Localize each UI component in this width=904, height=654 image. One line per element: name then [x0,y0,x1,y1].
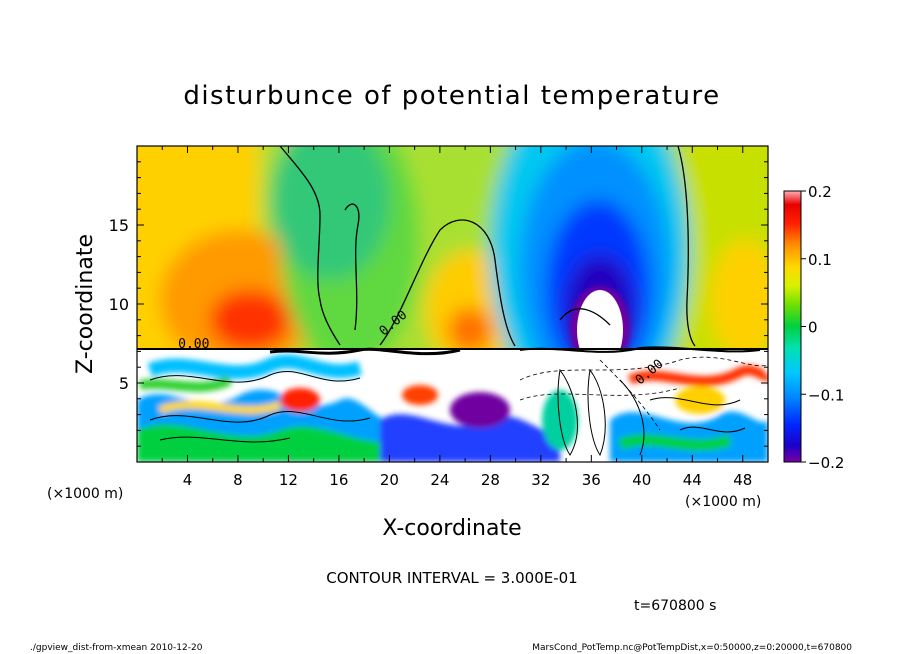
y-tick-label: 5 [119,374,129,393]
colorbar: 0.2 0.1 0 −0.1 −0.2 [783,183,844,472]
colorbar-tick-label: 0.1 [808,251,832,269]
contour-interval-text: CONTOUR INTERVAL = 3.000E-01 [326,569,577,587]
heatmap-field [137,146,768,462]
colorbar-ticks: 0.2 0.1 0 −0.1 −0.2 [801,183,844,472]
x-axis: 4 8 12 16 20 24 28 32 36 40 44 48 [161,146,752,489]
chart-title: disturbunce of potential temperature [183,81,720,111]
x-tick-label: 24 [430,471,449,489]
x-tick-label: 8 [233,471,243,489]
time-text: t=670800 s [634,598,716,614]
x-tick-label: 28 [481,471,500,489]
colorbar-tick-label: 0.2 [808,183,832,201]
x-tick-label: 20 [380,471,399,489]
y-axis-unit: (×1000 m) [47,486,123,502]
y-tick-label: 15 [109,216,129,235]
contour-label: 0.00 [178,337,209,352]
x-tick-label: 16 [329,471,348,489]
y-axis: 5 10 15 [109,161,768,447]
colorbar-gradient [783,190,802,463]
x-axis-unit: (×1000 m) [685,494,761,510]
colorbar-tick-label: 0 [808,319,818,337]
x-tick-label: 48 [733,471,752,489]
x-tick-label: 44 [683,471,702,489]
x-tick-label: 40 [632,471,651,489]
x-tick-label: 4 [183,471,193,489]
x-tick-label: 32 [531,471,550,489]
y-tick-label: 10 [109,295,129,314]
y-axis-label: Z-coordinate [73,234,98,374]
colorbar-tick-label: −0.1 [808,386,844,404]
x-tick-label: 12 [279,471,298,489]
footer-right: MarsCond_PotTemp.nc@PotTempDist,x=0:5000… [532,643,852,653]
x-tick-label: 36 [582,471,601,489]
colorbar-tick-label: −0.2 [808,454,844,472]
footer-left: ./gpview_dist-from-xmean 2010-12-20 [30,643,203,653]
x-axis-label: X-coordinate [382,516,521,541]
